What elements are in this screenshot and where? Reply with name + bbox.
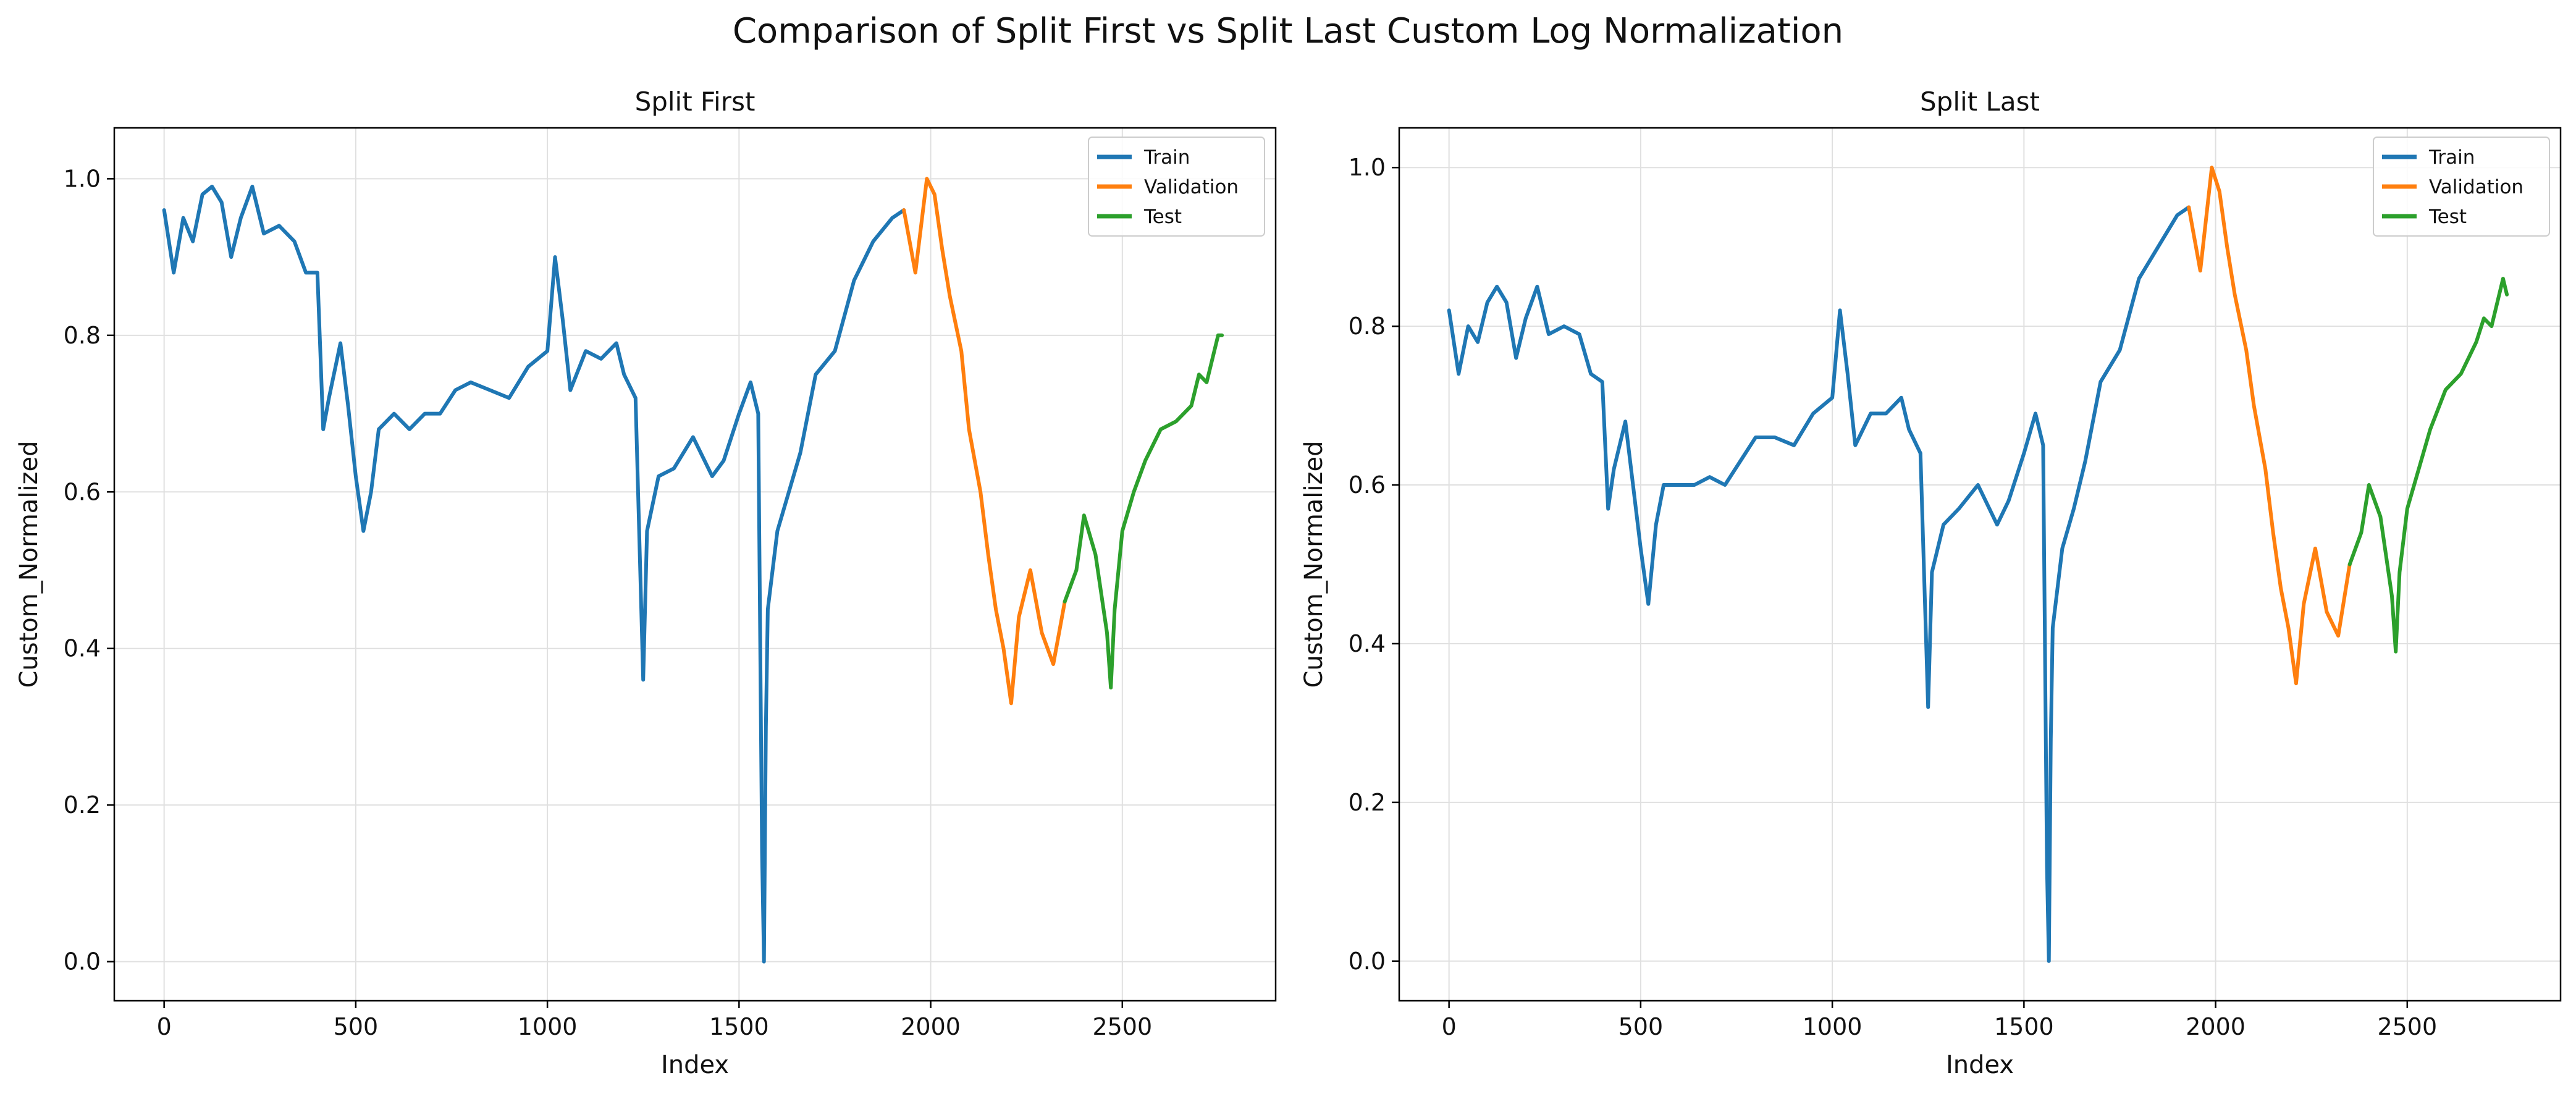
x-tick-label: 1500: [709, 1013, 769, 1040]
chart-0: 0 500 1000 1500 2000 2500 0.0 0.2 0.4 0.6 0.8 1.0 Sp…: [15, 86, 1277, 1079]
axes-frame: [113, 127, 1277, 1002]
y-tick: 0.2: [64, 791, 114, 819]
legend-label: Validation: [1144, 176, 1239, 198]
legend-box: [2373, 137, 2550, 237]
y-tick: 0.4: [64, 635, 114, 662]
legend-label: Test: [2428, 206, 2467, 228]
y-tick-label: 0.8: [64, 322, 101, 349]
y-tick-label: 0.6: [1349, 471, 1386, 499]
x-tick-label: 0: [1442, 1013, 1457, 1040]
legend-item-train: Train: [1097, 146, 1190, 169]
x-tick-label: 1000: [518, 1013, 578, 1040]
x-tick-label: 500: [1618, 1013, 1664, 1040]
x-tick-label: 500: [334, 1013, 379, 1040]
x-tick: 500: [334, 1001, 379, 1040]
legend-item-test: Test: [2382, 206, 2467, 228]
x-tick: 2000: [2186, 1001, 2246, 1040]
y-tick-label: 1.0: [1349, 154, 1386, 181]
y-tick: 0.6: [64, 478, 114, 505]
axes-frame: [1398, 127, 2562, 1002]
legend-label: Train: [1143, 146, 1190, 169]
y-tick: 0.0: [1349, 948, 1399, 975]
legend-item-validation: Validation: [2382, 176, 2523, 198]
y-tick: 1.0: [64, 165, 114, 192]
chart-1: 0 500 1000 1500 2000 2500 0.0 0.2 0.4 0.6 0.8 1.0 Sp…: [1300, 86, 2562, 1079]
x-tick-label: 2500: [1092, 1013, 1152, 1040]
x-tick: 1000: [1803, 1001, 1863, 1040]
y-tick: 0.0: [64, 948, 114, 975]
y-tick-label: 0.4: [1349, 630, 1386, 657]
axes-title: Split Last: [1920, 86, 2040, 117]
series-line-validation: [2187, 166, 2352, 686]
y-tick-label: 0.2: [1349, 789, 1386, 816]
x-tick-label: 2500: [2377, 1013, 2437, 1040]
x-tick-label: 2000: [901, 1013, 961, 1040]
legend-item-test: Test: [1097, 206, 1182, 228]
figure-suptitle: Comparison of Split First vs Split Last …: [732, 11, 1844, 51]
legend-label: Train: [2428, 146, 2475, 169]
series-line-test: [1063, 333, 1224, 690]
legend-label: Test: [1143, 206, 1182, 228]
y-tick: 1.0: [1349, 154, 1399, 181]
x-tick: 2000: [901, 1001, 961, 1040]
y-tick-label: 0.8: [1349, 313, 1386, 340]
legend-label: Validation: [2429, 176, 2523, 198]
legend-box: [1088, 137, 1265, 237]
y-tick: 0.8: [1349, 313, 1399, 340]
y-tick: 0.6: [1349, 471, 1399, 499]
y-tick-label: 0.6: [64, 478, 101, 505]
x-tick: 0: [1442, 1001, 1457, 1040]
x-tick: 1500: [709, 1001, 769, 1040]
x-tick-label: 1000: [1803, 1013, 1863, 1040]
x-axis-label: Index: [661, 1051, 729, 1079]
x-axis-label: Index: [1946, 1051, 2014, 1079]
x-tick-label: 0: [157, 1013, 172, 1040]
y-tick: 0.4: [1349, 630, 1399, 657]
y-tick: 0.2: [1349, 789, 1399, 816]
x-tick: 1500: [1994, 1001, 2054, 1040]
legend-item-validation: Validation: [1097, 176, 1239, 198]
legend-item-train: Train: [2382, 146, 2475, 169]
x-tick: 2500: [2377, 1001, 2437, 1040]
y-tick-label: 0.0: [64, 948, 101, 975]
y-tick-label: 1.0: [64, 165, 101, 192]
series-line-validation: [902, 177, 1067, 705]
x-tick: 500: [1618, 1001, 1664, 1040]
y-tick-label: 0.0: [1349, 948, 1386, 975]
y-axis-label: Custom_Normalized: [1300, 440, 1328, 688]
x-tick-label: 2000: [2186, 1013, 2246, 1040]
legend: Train Validation Test: [1088, 137, 1265, 237]
x-tick: 1000: [518, 1001, 578, 1040]
axes-title: Split First: [635, 86, 756, 117]
series-line-train: [162, 185, 906, 964]
y-axis-label: Custom_Normalized: [15, 440, 43, 688]
y-tick-label: 0.2: [64, 791, 101, 819]
y-tick: 0.8: [64, 322, 114, 349]
series-line-test: [2347, 277, 2509, 654]
x-tick: 2500: [1092, 1001, 1152, 1040]
legend: Train Validation Test: [2373, 137, 2550, 237]
x-tick-label: 1500: [1994, 1013, 2054, 1040]
x-tick: 0: [157, 1001, 172, 1040]
series-line-train: [1447, 205, 2191, 963]
y-tick-label: 0.4: [64, 635, 101, 662]
